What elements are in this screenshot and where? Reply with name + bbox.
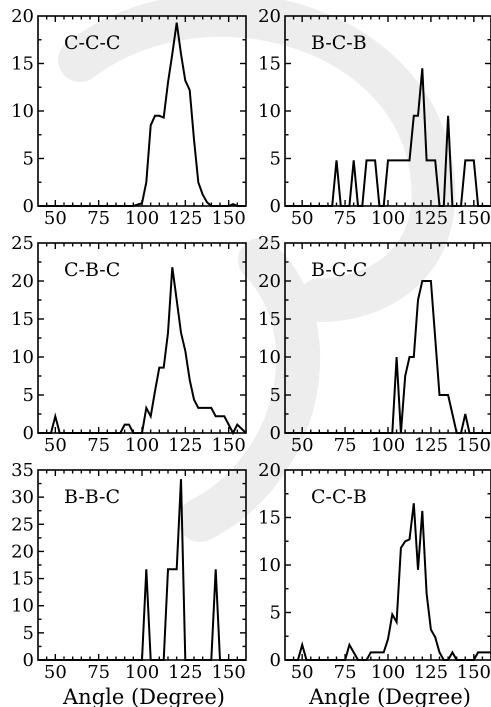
y-tick-label: 15 [258,54,281,75]
x-tick-label: 150 [211,662,245,683]
y-tick-label: 25 [11,514,34,535]
x-tick-label: 125 [414,662,448,683]
y-tick-label: 0 [270,650,281,671]
y-tick-label: 0 [270,423,281,444]
x-tick-label: 100 [125,662,159,683]
x-tick-label: 150 [211,208,245,229]
x-axis-title: Angle (Degree) [308,685,471,707]
y-tick-label: 5 [270,603,281,624]
x-tick-label: 150 [457,662,491,683]
panel-label: C-C-B [311,486,367,508]
y-tick-label: 5 [23,385,34,406]
y-tick-label: 20 [11,541,34,562]
x-tick-label: 50 [44,435,67,456]
x-tick-label: 125 [168,662,202,683]
x-tick-label: 75 [87,435,110,456]
x-tick-label: 50 [44,662,67,683]
y-tick-label: 20 [258,460,281,481]
y-tick-label: 5 [23,623,34,644]
panel-b-b-c: 50 75 100 125 150 0 5 10 15 20 25 30 35 B-B-C Angle (D… [11,460,247,707]
y-tick-label: 10 [11,596,34,617]
y-tick-label: 20 [258,271,281,292]
y-tick-label: 0 [270,196,281,217]
y-tick-label: 0 [23,196,34,217]
x-tick-label: 75 [334,435,357,456]
y-tick-label: 35 [11,460,34,481]
x-tick-label: 50 [291,435,314,456]
x-tick-label: 75 [334,208,357,229]
x-tick-label: 125 [168,208,202,229]
x-tick-label: 100 [371,435,405,456]
y-tick-label: 20 [11,6,34,27]
x-tick-label: 50 [291,208,314,229]
y-tick-label: 15 [11,309,34,330]
y-tick-label: 0 [23,650,34,671]
panel-label: C-B-C [64,259,120,281]
x-tick-label: 100 [371,662,405,683]
panel-b-c-b: 50 75 100 125 150 0 5 10 15 20 B-C-B [258,6,491,229]
y-tick-label: 10 [11,347,34,368]
panel-label: B-B-C [64,486,120,508]
x-tick-label: 125 [168,435,202,456]
y-tick-label: 10 [11,101,34,122]
y-tick-label: 15 [258,508,281,529]
panel-c-c-b: 50 75 100 125 150 0 5 10 15 20 C-C-B Angle (Degree) [258,460,491,707]
x-tick-label: 50 [291,662,314,683]
y-tick-label: 20 [258,6,281,27]
panel-b-c-c: 50 75 100 125 150 0 5 10 15 20 25 B-C-C [258,233,491,456]
x-tick-label: 150 [457,435,491,456]
x-tick-label: 100 [125,208,159,229]
panel-label: B-C-C [311,259,367,281]
y-tick-label: 20 [11,271,34,292]
y-tick-label: 10 [258,101,281,122]
series-line [38,267,247,436]
panel-c-b-c: 50 75 100 125 150 0 5 10 15 20 25 C-B-C [11,233,247,456]
y-tick-label: 5 [23,149,34,170]
series-line [285,280,491,434]
y-tick-label: 25 [258,233,281,254]
y-tick-label: 10 [258,555,281,576]
x-tick-label: 100 [371,208,405,229]
y-tick-label: 15 [258,309,281,330]
y-tick-label: 15 [11,569,34,590]
panel-label: B-C-B [311,32,367,54]
y-tick-label: 0 [23,423,34,444]
x-tick-label: 75 [334,662,357,683]
y-tick-label: 5 [270,385,281,406]
x-tick-label: 50 [44,208,67,229]
x-tick-label: 150 [457,208,491,229]
x-tick-label: 125 [414,435,448,456]
x-tick-label: 125 [414,208,448,229]
y-tick-label: 30 [11,487,34,508]
y-tick-label: 15 [11,54,34,75]
y-tick-label: 5 [270,149,281,170]
y-tick-label: 10 [258,347,281,368]
x-tick-label: 100 [125,435,159,456]
x-tick-label: 150 [211,435,245,456]
y-tick-label: 25 [11,233,34,254]
x-tick-label: 75 [87,208,110,229]
panel-label: C-C-C [64,32,120,54]
x-axis-title: Angle (Degree) [62,685,225,707]
panel-c-c-c: 50 75 100 125 150 0 5 10 15 20 C-C-C [11,6,247,229]
series-line [285,503,491,661]
x-tick-label: 75 [87,662,110,683]
